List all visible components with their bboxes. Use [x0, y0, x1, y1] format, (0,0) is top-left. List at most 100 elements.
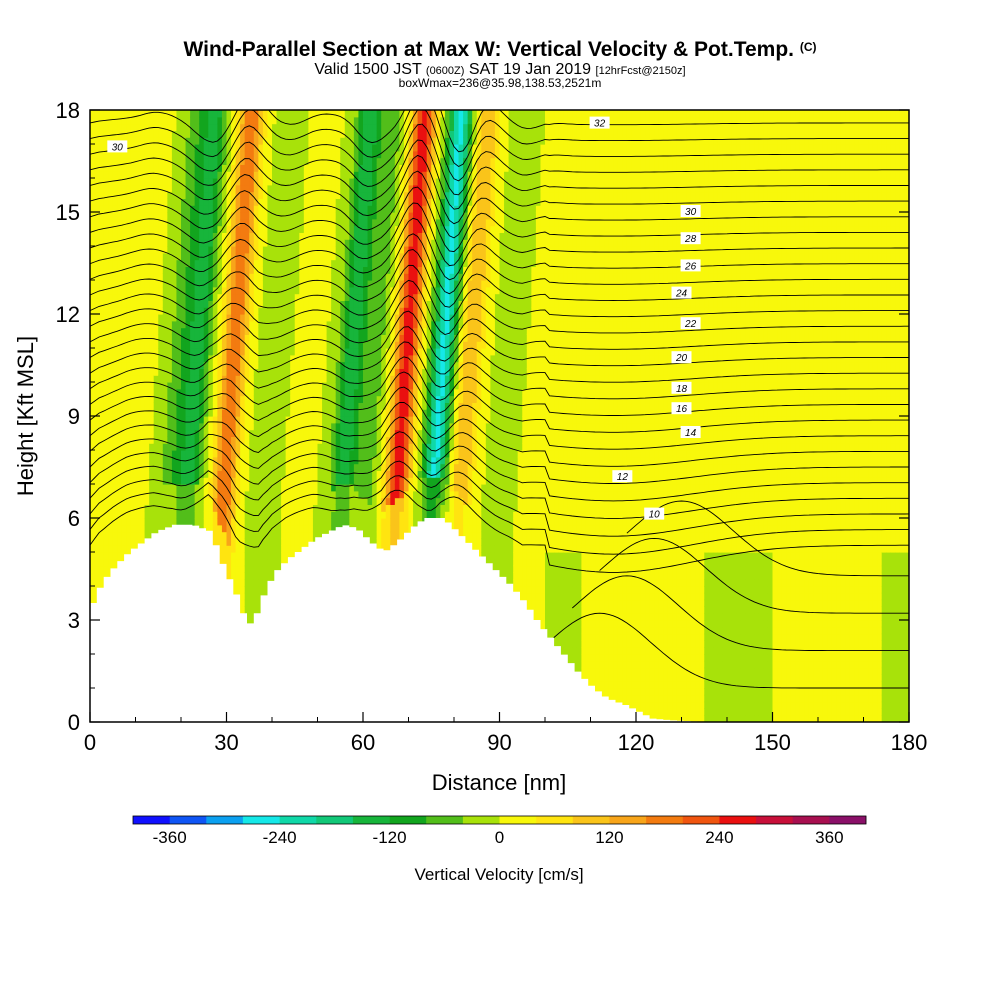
velocity-cell [226, 225, 232, 233]
velocity-cell [121, 314, 127, 322]
velocity-cell [94, 565, 100, 573]
velocity-cell [244, 538, 250, 546]
velocity-cell [121, 497, 127, 505]
velocity-cell [285, 246, 291, 254]
velocity-cell [149, 164, 155, 172]
velocity-cell [117, 293, 123, 301]
velocity-cell [199, 388, 205, 397]
velocity-cell [181, 490, 187, 499]
velocity-cell [267, 450, 273, 458]
velocity-cell [231, 490, 237, 499]
velocity-cell [272, 538, 278, 546]
velocity-cell [181, 164, 187, 172]
velocity-cell [135, 518, 141, 526]
velocity-cell [253, 436, 259, 444]
velocity-cell [140, 239, 146, 247]
velocity-cell [112, 348, 118, 356]
velocity-cell [144, 280, 150, 288]
velocity-cell [326, 184, 332, 193]
velocity-cell [235, 456, 241, 465]
velocity-cell [112, 205, 118, 213]
velocity-cell [144, 429, 150, 437]
velocity-cell [199, 497, 205, 505]
velocity-cell [308, 368, 314, 376]
velocity-cell [117, 259, 123, 267]
velocity-cell [258, 552, 264, 560]
velocity-cell [240, 558, 246, 567]
velocity-cell [99, 552, 105, 560]
velocity-cell [135, 375, 141, 383]
velocity-cell [158, 504, 164, 512]
velocity-cell [253, 395, 259, 403]
velocity-cell [158, 266, 164, 274]
velocity-cell [331, 484, 337, 492]
velocity-cell [135, 388, 141, 397]
velocity-cell [99, 572, 105, 580]
velocity-cell [149, 470, 155, 478]
velocity-cell [99, 341, 105, 349]
velocity-cell [331, 450, 337, 458]
velocity-cell [181, 429, 187, 437]
velocity-cell [149, 409, 155, 417]
velocity-cell [272, 450, 278, 458]
velocity-cell [244, 422, 250, 431]
velocity-cell [203, 354, 209, 363]
velocity-cell [317, 518, 323, 526]
velocity-cell [221, 558, 228, 567]
velocity-cell [171, 130, 178, 138]
velocity-cell [249, 320, 255, 329]
velocity-cell [112, 239, 118, 247]
velocity-cell [272, 144, 278, 152]
velocity-cell [171, 484, 178, 492]
velocity-cell [235, 293, 241, 301]
velocity-cell [258, 171, 264, 179]
velocity-cell [317, 361, 323, 369]
velocity-cell [285, 463, 291, 471]
velocity-cell [285, 293, 291, 301]
velocity-cell [99, 450, 105, 458]
velocity-cell [167, 307, 173, 315]
velocity-cell [244, 504, 250, 512]
velocity-cell [294, 518, 300, 526]
velocity-cell [290, 171, 296, 179]
velocity-cell [162, 456, 168, 465]
velocity-cell [235, 286, 241, 295]
velocity-cell [171, 184, 178, 193]
velocity-cell [162, 164, 168, 172]
velocity-cell [235, 232, 241, 240]
velocity-cell [303, 477, 309, 485]
velocity-cell [217, 280, 223, 288]
velocity-cell [117, 116, 123, 125]
velocity-cell [308, 456, 314, 465]
velocity-cell [322, 184, 328, 193]
velocity-cell [94, 198, 100, 206]
velocity-cell [317, 280, 323, 288]
velocity-cell [312, 293, 319, 301]
velocity-cell [299, 212, 305, 220]
velocity-cell [267, 327, 273, 335]
velocity-cell [303, 436, 309, 444]
velocity-cell [303, 443, 309, 451]
velocity-cell [130, 314, 137, 322]
velocity-cell [221, 246, 228, 254]
velocity-cell [212, 110, 218, 118]
velocity-cell [322, 456, 328, 465]
velocity-cell [272, 565, 278, 573]
velocity-cell [335, 164, 341, 172]
velocity-cell [231, 246, 237, 254]
velocity-cell [99, 273, 105, 281]
velocity-cell [126, 429, 132, 437]
velocity-cell [294, 307, 300, 315]
velocity-cell [194, 348, 200, 356]
velocity-cell [153, 354, 159, 363]
velocity-cell [217, 538, 223, 546]
velocity-cell [231, 552, 237, 560]
velocity-cell [226, 395, 232, 403]
velocity-cell [262, 259, 269, 267]
velocity-cell [171, 320, 178, 329]
velocity-cell [99, 307, 105, 315]
velocity-cell [322, 280, 328, 288]
velocity-cell [226, 402, 232, 410]
velocity-cell [308, 484, 314, 492]
velocity-cell [303, 327, 309, 335]
